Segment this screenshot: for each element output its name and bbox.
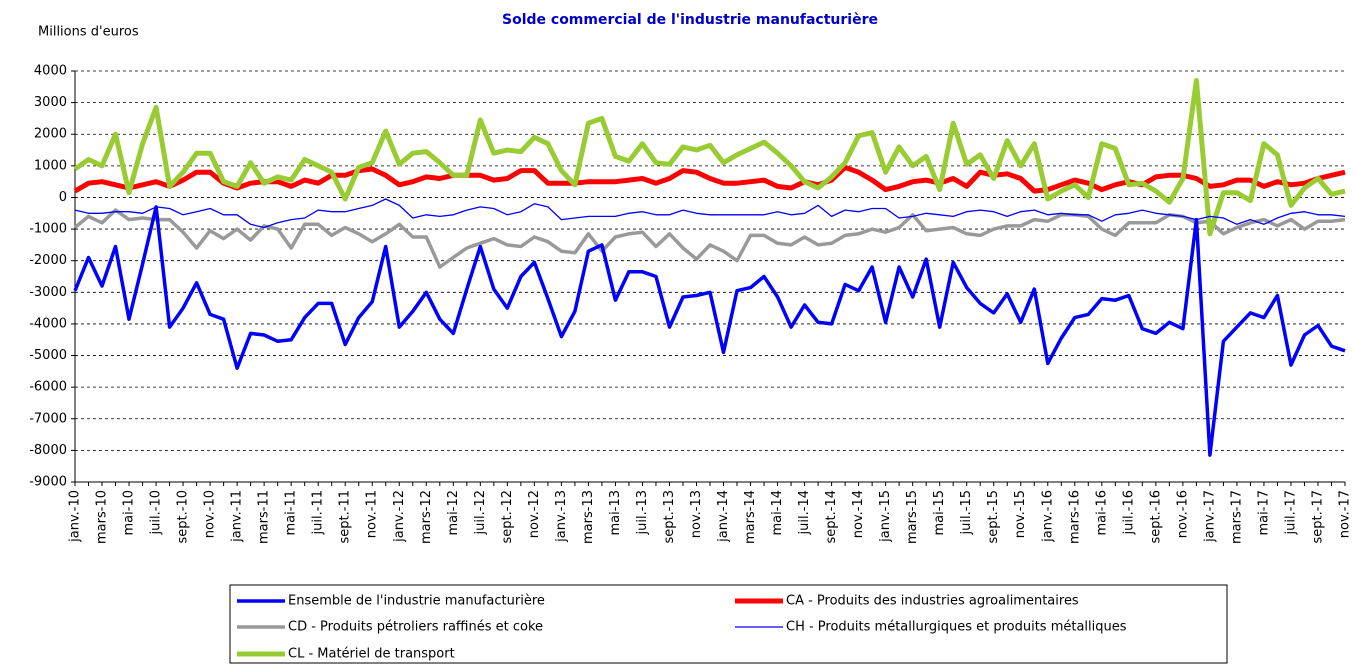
x-tick-label: sept.-17 [1310,490,1325,544]
y-tick-label: -2000 [29,253,67,268]
x-tick-label: janv.-11 [230,490,245,543]
x-tick-label: nov.-12 [527,490,542,538]
x-tick-label: sept.-12 [500,490,515,544]
x-tick-label: juil.-16 [1121,490,1136,535]
y-tick-label: -4000 [29,316,67,331]
x-tick-label: juil.-15 [959,490,974,535]
x-tick-label: mars-16 [1067,490,1082,544]
x-tick-label: juil.-11 [311,490,326,535]
x-tick-label: juil.-14 [797,490,812,535]
legend-box [229,584,1228,664]
y-tick-label: -1000 [29,222,67,237]
y-tick-label: -6000 [29,380,67,395]
x-tick-label: janv.-15 [878,490,893,543]
x-tick-label: sept.-13 [662,490,677,544]
x-tick-label: sept.-14 [824,490,839,544]
x-tick-label: mai-10 [122,490,137,535]
x-tick-label: nov.-10 [203,490,218,538]
x-tick-label: mai-17 [1256,490,1271,535]
legend-label: CH - Produits métallurgiques et produits… [786,620,1127,635]
y-tick-label: -3000 [29,285,67,300]
y-tick-label: 2000 [34,127,67,142]
legend-label: CD - Produits pétroliers raffinés et cok… [288,620,543,635]
x-tick-label: mars-15 [905,490,920,544]
x-tick-label: sept.-11 [338,490,353,544]
x-tick-label: mai-15 [932,490,947,535]
x-tick-label: nov.-14 [851,490,866,538]
x-tick-label: mars-12 [419,490,434,544]
x-tick-label: nov.-16 [1175,490,1190,538]
y-axis-label: Millions d'euros [38,25,139,40]
series-line [73,205,1346,457]
x-tick-label: nov.-17 [1338,490,1353,538]
x-tick-label: juil.-10 [149,490,164,535]
x-tick-label: sept.-15 [986,490,1001,544]
x-tick-label: janv.-10 [68,490,83,543]
x-tick-label: mars-13 [581,490,596,544]
x-tick-label: nov.-13 [689,490,704,538]
x-tick-label: juil.-12 [473,490,488,535]
x-tick-label: janv.-13 [554,490,569,543]
x-tick-label: mai-13 [608,490,623,535]
series-line [73,78,1346,237]
series-line [73,208,1346,269]
y-tick-label: 1000 [34,158,67,173]
x-tick-label: sept.-16 [1148,490,1163,544]
x-tick-label: mai-12 [446,490,461,535]
x-tick-label: mai-14 [770,490,785,535]
series-line [74,198,1346,229]
y-tick-label: -8000 [29,443,67,458]
y-tick-label: 4000 [34,64,67,79]
x-tick-label: sept.-10 [176,490,191,544]
x-tick-label: mai-16 [1094,490,1109,535]
x-tick-label: mars-14 [743,490,758,544]
x-tick-label: nov.-11 [365,490,380,538]
y-tick-label: -7000 [29,411,67,426]
y-tick-label: -9000 [29,475,67,490]
x-tick-label: janv.-12 [392,490,407,543]
x-tick-label: nov.-15 [1013,490,1028,538]
x-tick-label: mars-17 [1229,490,1244,544]
x-tick-label: mars-11 [257,490,272,544]
x-tick-label: janv.-17 [1202,490,1217,543]
chart-title: Solde commercial de l'industrie manufact… [502,12,878,28]
y-tick-label: 3000 [34,95,67,110]
legend-label: CL - Matériel de transport [288,647,455,662]
legend-label: Ensemble de l'industrie manufacturière [288,594,545,609]
legend-label: CA - Produits des industries agroaliment… [786,594,1079,609]
y-tick-label: -5000 [29,348,67,363]
y-tick-label: 0 [59,190,67,205]
x-tick-label: mars-10 [95,490,110,544]
x-tick-label: janv.-16 [1040,490,1055,543]
x-tick-label: mai-11 [284,490,299,535]
x-tick-label: juil.-13 [635,490,650,535]
x-tick-label: janv.-14 [716,490,731,543]
x-tick-label: juil.-17 [1283,490,1298,535]
